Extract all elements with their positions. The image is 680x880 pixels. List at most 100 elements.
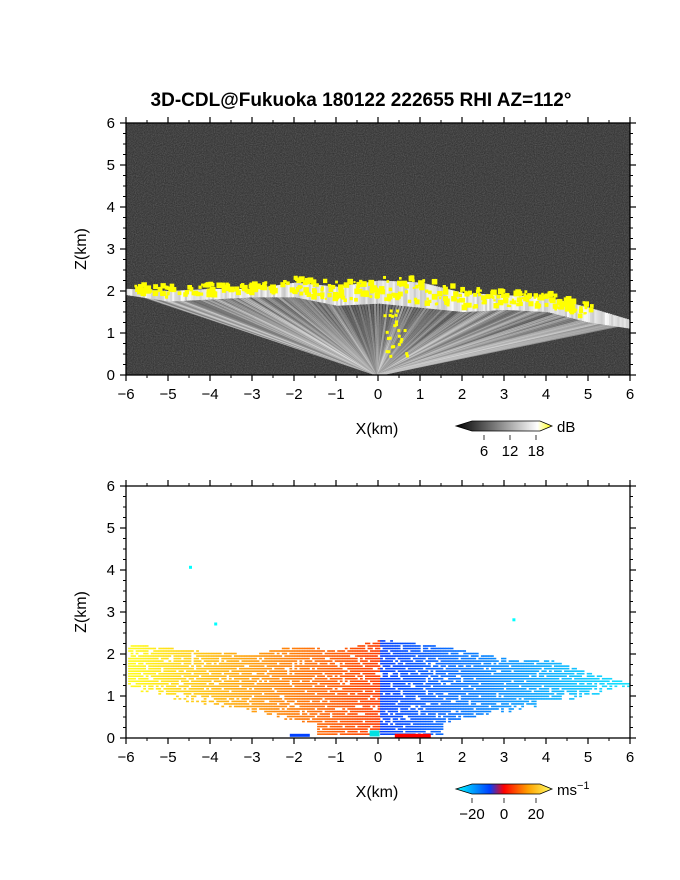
velocity-cell (175, 695, 179, 698)
velocity-cell (397, 723, 401, 725)
snr-cloud-cell (594, 309, 598, 324)
velocity-cell (312, 657, 315, 660)
velocity-cell (163, 655, 167, 657)
velocity-cell (286, 713, 290, 715)
velocity-cell (226, 667, 230, 670)
velocity-cell (455, 672, 459, 675)
velocity-cell (438, 650, 441, 652)
velocity-cell (307, 657, 310, 660)
velocity-cell (357, 690, 361, 693)
velocity-cell (317, 695, 320, 698)
velocity-cell (165, 688, 169, 690)
velocity-cell (407, 647, 411, 650)
snr-cloud-cell (231, 288, 235, 299)
velocity-cell (339, 698, 343, 700)
velocity-cell (148, 647, 152, 650)
velocity-cell (455, 662, 459, 665)
snr-cloud-cell (260, 287, 264, 298)
velocity-cell (420, 682, 424, 685)
velocity-cell (420, 715, 424, 718)
velocity-cell (490, 685, 494, 688)
snr-cloud-cell (220, 288, 224, 299)
snr-cloud-cell (256, 288, 260, 298)
velocity-cell (430, 723, 434, 725)
snr-strong-return (394, 313, 398, 317)
velocity-cell (463, 657, 467, 660)
velocity-cell (397, 662, 401, 665)
velocity-cell (405, 680, 409, 683)
velocity-cell (168, 652, 172, 655)
velocity-cell (375, 660, 378, 662)
velocity-cell (349, 665, 353, 667)
velocity-cell (198, 677, 202, 680)
velocity-cell (352, 733, 356, 735)
velocity-cell (168, 675, 172, 678)
velocity-cell (377, 685, 381, 688)
velocity-cell (478, 677, 482, 680)
velocity-cell (259, 662, 262, 665)
velocity-cell (400, 650, 404, 652)
snr-cloud-cell (476, 293, 480, 312)
velocity-cell (533, 665, 537, 667)
velocity-cell (380, 730, 383, 733)
velocity-cell (380, 708, 383, 710)
velocity-cell (372, 685, 376, 688)
velocity-cell (367, 662, 371, 665)
snr-cloud-cell (617, 316, 621, 327)
velocity-cell (551, 685, 555, 688)
velocity-cell (460, 695, 464, 698)
velocity-cell (354, 713, 358, 715)
velocity-cell (148, 655, 152, 657)
velocity-cell (407, 680, 411, 683)
velocity-cell (332, 708, 336, 710)
velocity-cell (372, 665, 376, 667)
velocity-cell (377, 645, 381, 647)
velocity-cell (407, 670, 411, 672)
velocity-cell (465, 657, 469, 660)
velocity-cell (264, 705, 267, 708)
velocity-cell (488, 700, 492, 703)
velocity-cell (556, 677, 560, 680)
velocity-cell (362, 698, 366, 700)
velocity-cell (286, 647, 290, 650)
velocity-cell (312, 695, 315, 698)
velocity-cell (400, 667, 404, 670)
velocity-cell (274, 682, 278, 685)
velocity-cell (352, 677, 356, 680)
velocity-cell (420, 655, 424, 657)
velocity-cell (465, 703, 469, 705)
velocity-cell (314, 672, 318, 675)
snr-cloud-cell (428, 284, 432, 309)
velocity-cell (238, 703, 242, 705)
velocity-cell (218, 655, 222, 657)
velocity-cell (178, 652, 182, 655)
velocity-cell (208, 652, 212, 655)
velocity-cell (223, 672, 227, 675)
velocity-cell (397, 677, 401, 680)
velocity-cell (334, 718, 338, 720)
snr-cloud-cell (424, 283, 428, 309)
velocity-cell (173, 652, 177, 655)
velocity-cell (304, 670, 308, 672)
velocity-cell (362, 715, 366, 718)
velocity-cell (299, 650, 303, 652)
velocity-cell (271, 670, 275, 672)
velocity-cell (435, 708, 439, 710)
velocity-cell (168, 662, 172, 665)
velocity-cell (450, 690, 454, 693)
velocity-cell (211, 693, 215, 695)
velocity-cell (473, 690, 477, 693)
velocity-cell (375, 655, 378, 657)
velocity-cell (370, 700, 373, 703)
velocity-cell (228, 662, 232, 665)
velocity-cell (223, 670, 227, 672)
velocity-cell (455, 693, 459, 695)
velocity-cell (344, 703, 348, 705)
velocity-cell (387, 695, 391, 698)
velocity-cell (163, 677, 167, 680)
velocity-cell (269, 677, 273, 680)
velocity-cell (546, 685, 550, 688)
velocity-cell (581, 690, 585, 693)
velocity-cell (392, 728, 396, 730)
velocity-cell (276, 667, 280, 670)
